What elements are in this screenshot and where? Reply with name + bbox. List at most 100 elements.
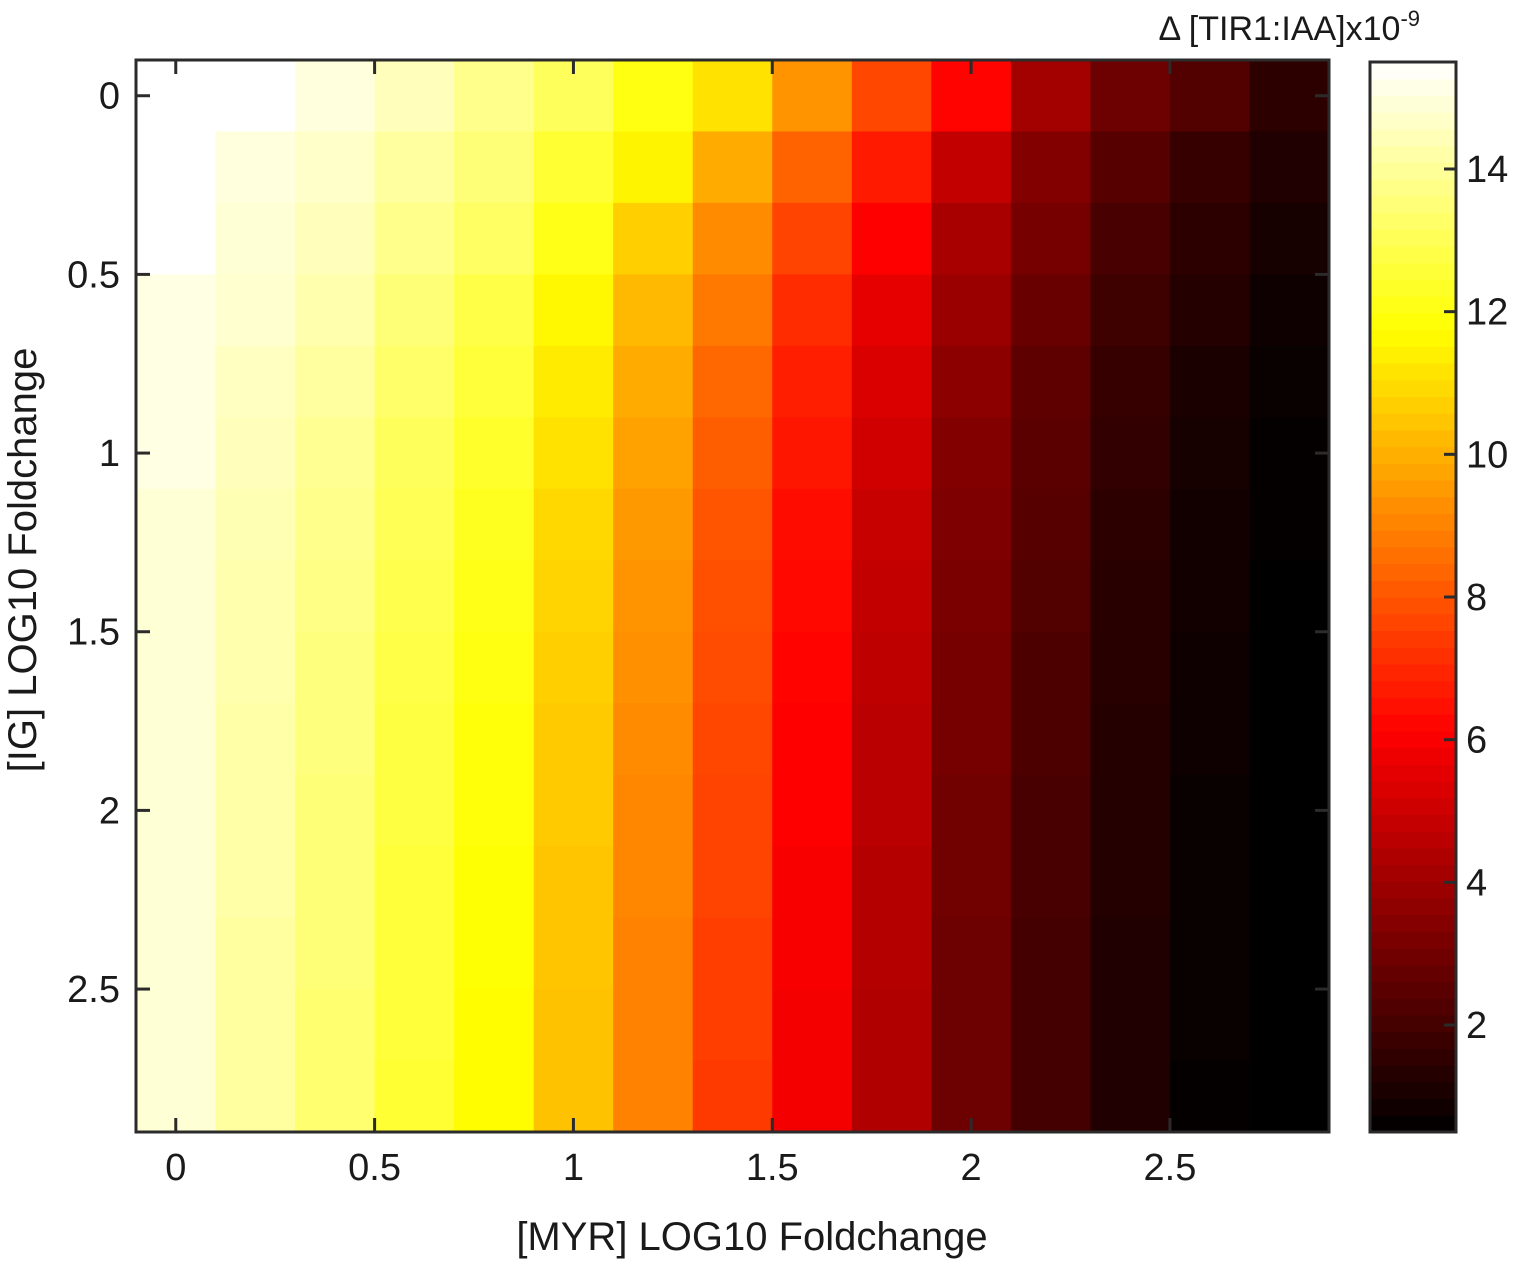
colorbar-band xyxy=(1370,948,1456,966)
colorbar-band xyxy=(1370,580,1456,598)
heatmap-cell xyxy=(851,274,932,347)
colorbar-band xyxy=(1370,847,1456,866)
colorbar-band xyxy=(1370,981,1456,999)
heatmap-cell xyxy=(374,1060,455,1133)
heatmap-cell xyxy=(1010,274,1091,347)
colorbar-band xyxy=(1370,1081,1456,1100)
heatmap-cell xyxy=(295,846,376,919)
heatmap-cell xyxy=(1010,417,1091,490)
heatmap-cell xyxy=(374,274,455,347)
heatmap-cell xyxy=(692,60,773,133)
heatmap-cell xyxy=(295,202,376,275)
heatmap-cell xyxy=(215,631,296,704)
colorbar-band xyxy=(1370,279,1456,297)
colorbar-title-exponent: -9 xyxy=(1400,6,1420,31)
heatmap-cell xyxy=(613,131,694,204)
heatmap-cell xyxy=(1249,703,1330,776)
heatmap-cell xyxy=(692,846,773,919)
colorbar-band xyxy=(1370,162,1456,180)
x-tick-label: 1 xyxy=(563,1147,584,1189)
heatmap-cell xyxy=(454,1060,535,1133)
colorbar-band xyxy=(1370,195,1456,214)
heatmap-cell xyxy=(931,846,1012,919)
heatmap-cell xyxy=(613,846,694,919)
heatmap-cell xyxy=(1010,60,1091,133)
heatmap-cell xyxy=(1010,488,1091,561)
colorbar-band xyxy=(1370,680,1456,698)
colorbar-band xyxy=(1370,145,1456,163)
heatmap-cell xyxy=(1169,774,1251,847)
heatmap-cell xyxy=(533,917,614,990)
heatmap-cell xyxy=(1169,560,1251,633)
colorbar-band xyxy=(1370,1048,1456,1066)
colorbar-band xyxy=(1370,429,1456,448)
colorbar-band xyxy=(1370,546,1456,565)
heatmap-cell xyxy=(215,488,296,561)
heatmap-cell xyxy=(1010,989,1091,1062)
heatmap-cell xyxy=(215,274,296,347)
heatmap-cell xyxy=(533,703,614,776)
colorbar-band xyxy=(1370,764,1456,782)
heatmap-cell xyxy=(1090,846,1171,919)
colorbar-band xyxy=(1370,964,1456,983)
heatmap-cell xyxy=(1090,560,1171,633)
heatmap-cell xyxy=(454,774,535,847)
colorbar-band xyxy=(1370,1014,1456,1033)
plot-frame xyxy=(134,58,1331,1134)
heatmap-cell xyxy=(1090,631,1171,704)
colorbar-band xyxy=(1370,780,1456,799)
heatmap-cell xyxy=(613,60,694,133)
heatmap-cell xyxy=(215,202,296,275)
heatmap-cell xyxy=(295,1060,376,1133)
heatmap-cell xyxy=(1169,917,1251,990)
heatmap-cell xyxy=(851,703,932,776)
heatmap-cell xyxy=(1169,417,1251,490)
heatmap-cell xyxy=(374,417,455,490)
heatmap-cell xyxy=(1010,846,1091,919)
y-tick-label: 0.5 xyxy=(67,254,120,296)
heatmap-cell xyxy=(931,989,1012,1062)
heatmap-cell xyxy=(136,131,217,204)
heatmap-cell xyxy=(1010,131,1091,204)
heatmap-cell xyxy=(454,917,535,990)
heatmap-cell xyxy=(1090,1060,1171,1133)
colorbar-tick-label: 6 xyxy=(1466,720,1487,762)
heatmap-cell xyxy=(1090,131,1171,204)
heatmap-cell xyxy=(295,274,376,347)
heatmap-cell xyxy=(1010,1060,1091,1133)
heatmap-cell xyxy=(692,989,773,1062)
heatmap-cell xyxy=(454,202,535,275)
colorbar-band xyxy=(1370,413,1456,431)
heatmap-cell xyxy=(692,1060,773,1133)
heatmap-cell xyxy=(136,846,217,919)
heatmap-cell xyxy=(1249,631,1330,704)
heatmap-cell xyxy=(1090,417,1171,490)
heatmap-cell xyxy=(1249,846,1330,919)
heatmap-cell xyxy=(215,417,296,490)
colorbar-band xyxy=(1370,513,1456,531)
heatmap-cell xyxy=(613,631,694,704)
colorbar-band xyxy=(1370,864,1456,882)
heatmap-cell xyxy=(1169,989,1251,1062)
heatmap-cell xyxy=(613,345,694,418)
heatmap-cell xyxy=(215,131,296,204)
colorbar-band xyxy=(1370,714,1456,732)
heatmap-cell xyxy=(1169,60,1251,133)
heatmap-cell xyxy=(692,917,773,990)
colorbar-band xyxy=(1370,229,1456,247)
heatmap-cell xyxy=(374,989,455,1062)
heatmap-cell xyxy=(295,989,376,1062)
heatmap-cell xyxy=(533,345,614,418)
heatmap-cell xyxy=(931,917,1012,990)
heatmap-cell xyxy=(931,488,1012,561)
heatmap-cell xyxy=(692,703,773,776)
heatmap-cell xyxy=(1249,202,1330,275)
heatmap-cell xyxy=(374,631,455,704)
heatmap-cell xyxy=(533,202,614,275)
heatmap-cell xyxy=(1090,345,1171,418)
colorbar-tick-label: 8 xyxy=(1466,577,1487,619)
heatmap-cell xyxy=(1090,917,1171,990)
heatmap-cell xyxy=(374,774,455,847)
heatmap-cell xyxy=(1010,345,1091,418)
heatmap-cell xyxy=(215,345,296,418)
